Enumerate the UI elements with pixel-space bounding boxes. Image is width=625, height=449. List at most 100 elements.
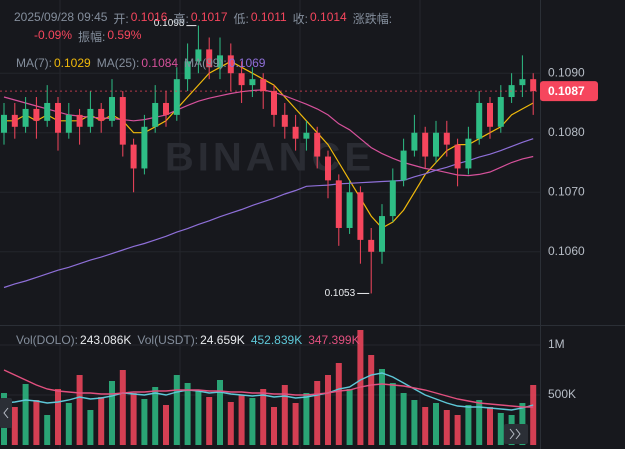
y-tick-label: 0.1090 xyxy=(548,65,585,79)
candle-body xyxy=(65,114,72,133)
volume-bar xyxy=(152,387,159,445)
candle-body xyxy=(119,97,126,145)
volume-bar xyxy=(292,403,299,445)
volume-bar xyxy=(346,389,353,445)
candle-body xyxy=(454,144,461,169)
min-label: 0.1053 xyxy=(325,288,356,299)
volume-bar xyxy=(87,410,94,445)
candle-body xyxy=(184,61,191,80)
ma-legend-item: MA(99): 0.1069 xyxy=(184,56,265,70)
y-tick-label: 0.1080 xyxy=(548,125,585,139)
volume-bar xyxy=(530,385,537,445)
field-value: 0.1016 xyxy=(130,10,168,24)
volume-bar xyxy=(141,399,148,445)
volume-bar xyxy=(98,397,105,445)
scroll-right-icon xyxy=(509,428,521,440)
field: 开: 0.1016 xyxy=(113,10,167,27)
candle-body xyxy=(141,126,148,169)
volume-bar xyxy=(281,385,288,445)
candle-body xyxy=(55,102,61,133)
candle-body xyxy=(422,132,429,157)
candle-body xyxy=(433,132,439,157)
candle-body xyxy=(98,108,105,121)
field-label: 收: xyxy=(292,12,309,26)
candle-body xyxy=(11,114,18,127)
volume-bar xyxy=(130,393,137,445)
scroll-right-button[interactable] xyxy=(504,424,528,444)
ma-line xyxy=(3,138,534,289)
volume-ma-value: 452.839K xyxy=(250,333,303,347)
candle-body xyxy=(173,79,180,115)
field: 收: 0.1014 xyxy=(293,10,347,27)
volume-bar xyxy=(400,393,407,445)
volume-bar xyxy=(206,397,213,445)
volume-ma-line xyxy=(3,372,534,411)
candle-body xyxy=(357,192,364,240)
volume-bar xyxy=(325,375,331,445)
candle-body xyxy=(292,126,299,139)
candle-body xyxy=(271,91,277,115)
candle-body xyxy=(497,97,504,127)
candle-body xyxy=(33,108,40,121)
candle-body xyxy=(1,114,7,133)
candle-body xyxy=(217,55,223,68)
candle-body xyxy=(130,144,137,169)
candle-body xyxy=(389,180,396,217)
volume-bar xyxy=(335,363,342,445)
last-price-box xyxy=(540,81,598,102)
volume-bar xyxy=(65,403,72,445)
volume-bar xyxy=(271,407,277,445)
field-value: 0.59% xyxy=(107,28,142,42)
candle-body xyxy=(76,114,83,127)
volume-bar xyxy=(55,389,61,445)
field-label: 振幅: xyxy=(78,30,106,44)
candle-body xyxy=(260,79,267,92)
volume-bar xyxy=(443,410,450,445)
field-value: 0.1017 xyxy=(190,10,228,24)
volume-bar xyxy=(433,403,439,445)
candle-body xyxy=(163,102,169,115)
volume-bar xyxy=(11,407,18,445)
volume-bar xyxy=(465,405,472,445)
volume-legend-name: Vol(USDT): xyxy=(137,333,199,347)
volume-legend-item: Vol(DOLO): 243.086K xyxy=(16,333,131,347)
candle-body xyxy=(314,132,321,157)
candle-body xyxy=(465,138,472,169)
candle-body xyxy=(281,114,288,127)
volume-legend-name: Vol(DOLO): xyxy=(16,333,79,347)
volume-bar xyxy=(163,405,169,445)
field: 低: 0.1011 xyxy=(234,10,287,27)
volume-bar xyxy=(227,402,234,445)
candle-body xyxy=(206,49,213,68)
scroll-left-button[interactable] xyxy=(0,398,12,428)
candle-body xyxy=(249,79,256,86)
ma-legend-value: 0.1084 xyxy=(141,56,179,70)
volume-bar xyxy=(368,355,375,445)
candle-body xyxy=(368,239,375,252)
candle-body xyxy=(87,108,94,127)
volume-bar xyxy=(314,381,321,445)
field-label: 涨跌幅: xyxy=(352,12,393,26)
ma-legend-name: MA(25): xyxy=(96,56,140,70)
volume-bar xyxy=(238,395,245,445)
volume-bar xyxy=(260,389,267,445)
candle-body xyxy=(238,73,245,86)
field-label: 高: xyxy=(173,12,189,26)
candle-body xyxy=(443,132,450,145)
y-tick-label: 1M xyxy=(548,337,565,351)
plot-layer: 0.1060 0.1070 0.1080 0.1090 0.1098 0.1053 0.10… xyxy=(0,18,598,445)
candle-body xyxy=(346,192,353,228)
candle-body xyxy=(411,132,418,151)
candle-body xyxy=(152,102,159,127)
candle-body xyxy=(519,79,526,86)
candle-body xyxy=(400,150,407,181)
volume-bar xyxy=(195,391,202,445)
last-price-label: 0.1087 xyxy=(548,84,585,98)
volume-bar xyxy=(411,400,418,445)
volume-bar xyxy=(476,400,483,445)
field-label: 开: xyxy=(113,12,129,26)
y-tick-label: 500K xyxy=(548,387,576,401)
volume-bar xyxy=(119,370,126,445)
